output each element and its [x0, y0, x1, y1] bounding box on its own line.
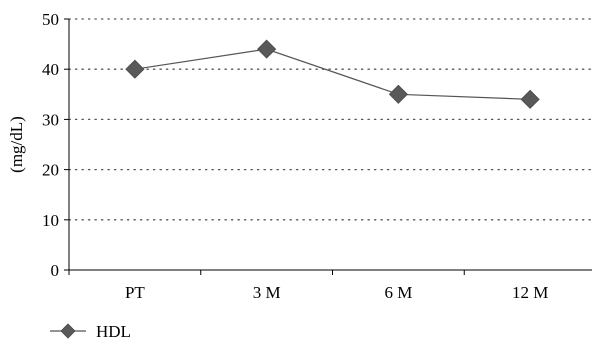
gridlines — [68, 18, 593, 221]
data-point-hdl-0 — [125, 59, 145, 79]
legend-label: HDL — [96, 322, 131, 341]
y-tick-labels: 0 10 20 30 40 50 — [42, 10, 69, 280]
x-tick-label: 3 M — [253, 283, 281, 302]
legend-marker — [60, 323, 76, 339]
y-axis-title: (mg/dL) — [7, 116, 26, 173]
data-point-hdl-1 — [257, 39, 277, 59]
axes — [68, 19, 592, 271]
y-tick-label: 50 — [42, 10, 59, 29]
x-tick-label: 12 M — [512, 283, 548, 302]
y-tick-label: 30 — [42, 110, 59, 129]
y-tick-label: 10 — [42, 211, 59, 230]
x-tick-label: PT — [125, 283, 145, 302]
series-layer — [125, 39, 540, 109]
legend: HDL — [50, 322, 131, 341]
data-point-hdl-3 — [520, 89, 540, 109]
y-tick-label: 40 — [42, 60, 59, 79]
data-point-hdl-2 — [388, 84, 408, 104]
y-tick-label: 20 — [42, 161, 59, 180]
y-tick-label: 0 — [51, 261, 60, 280]
x-tick-label: 6 M — [384, 283, 412, 302]
x-tick-labels: PT 3 M 6 M 12 M — [68, 270, 548, 302]
series-line-hdl — [134, 48, 531, 100]
